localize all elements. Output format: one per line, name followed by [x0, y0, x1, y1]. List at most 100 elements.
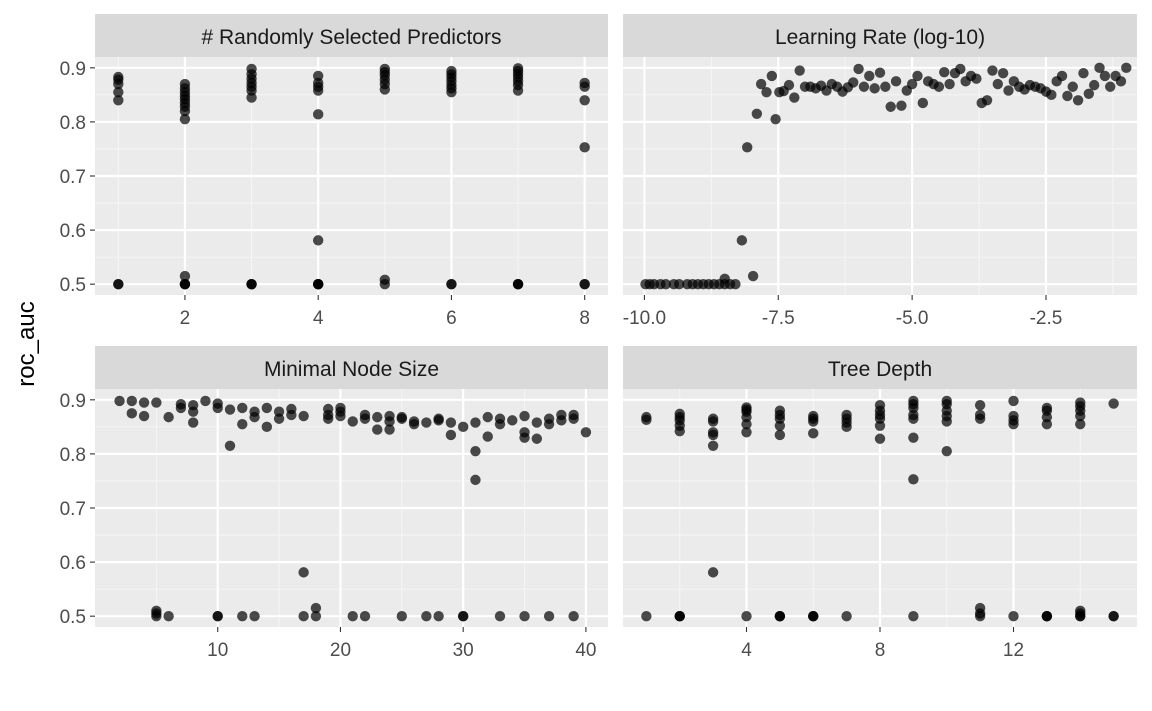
- data-point-predictors: [579, 142, 590, 153]
- x-axis-learning-rate: -10.0 -7.5 -5.0 -2.5: [623, 295, 1062, 329]
- data-point-tree-depth: [808, 410, 819, 422]
- data-point-tree-depth: [1108, 398, 1119, 409]
- data-point-node-size: [457, 421, 469, 433]
- y-tick-label: 0.9: [60, 391, 86, 412]
- data-point-tree-depth: [941, 395, 952, 407]
- data-point-node-size: [359, 610, 371, 622]
- data-point-learning-rate: [747, 270, 759, 282]
- data-point-node-size: [470, 446, 481, 457]
- data-point-tree-depth: [674, 408, 685, 420]
- data-point-learning-rate: [1105, 81, 1116, 92]
- data-point-tree-depth: [1041, 610, 1053, 622]
- data-point-node-size: [187, 417, 199, 428]
- data-point-tree-depth: [641, 411, 652, 423]
- data-point-tree-depth: [874, 433, 886, 444]
- data-point-learning-rate: [789, 92, 800, 103]
- data-point-tree-depth: [808, 428, 819, 439]
- data-point-tree-depth: [1075, 397, 1086, 408]
- data-point-learning-rate: [971, 73, 982, 84]
- data-point-tree-depth: [974, 409, 986, 421]
- data-point-learning-rate: [864, 70, 875, 82]
- data-point-node-size: [482, 411, 493, 423]
- y-tick-label: 0.8: [60, 445, 86, 466]
- data-point-tree-depth: [974, 602, 986, 614]
- data-point-tree-depth: [774, 429, 786, 441]
- data-point-learning-rate: [766, 70, 778, 82]
- x-tick-label: 4: [313, 308, 324, 329]
- data-point-node-size: [261, 421, 273, 433]
- data-point-predictors: [579, 95, 590, 106]
- data-point-predictors: [179, 78, 191, 90]
- data-point-node-size: [151, 605, 162, 616]
- y-tick-label: 0.5: [60, 607, 86, 628]
- data-point-tree-depth: [1075, 418, 1086, 430]
- data-point-learning-rate: [906, 78, 918, 90]
- data-point-node-size: [519, 427, 530, 438]
- data-point-tree-depth: [841, 610, 852, 622]
- data-point-node-size: [249, 610, 260, 622]
- data-point-node-size: [175, 398, 187, 410]
- data-point-learning-rate: [880, 81, 891, 92]
- data-point-predictors: [379, 63, 391, 75]
- data-point-node-size: [556, 409, 567, 421]
- data-point-node-size: [163, 411, 174, 423]
- data-point-predictors: [312, 70, 324, 82]
- data-point-predictors: [579, 278, 590, 290]
- facet-title-node-size: Minimal Node Size: [264, 358, 439, 381]
- data-point-node-size: [433, 413, 444, 424]
- data-point-node-size: [298, 567, 309, 578]
- data-point-node-size: [482, 431, 493, 442]
- data-point-node-size: [286, 403, 297, 415]
- data-point-node-size: [335, 402, 346, 414]
- data-points-tree-depth: [641, 395, 1119, 622]
- data-point-learning-rate: [770, 114, 781, 125]
- facet-panel-tree-depth: Tree Depth 4 8 12: [623, 346, 1137, 661]
- data-point-predictors: [113, 278, 124, 290]
- data-point-tree-depth: [641, 610, 652, 622]
- grid-lines-tree-depth: [623, 389, 1137, 627]
- data-point-node-size: [494, 610, 506, 622]
- facet-title-predictors: # Randomly Selected Predictors: [202, 26, 502, 49]
- data-point-node-size: [568, 409, 579, 421]
- x-tick-label: 40: [575, 640, 596, 661]
- data-point-node-size: [359, 409, 371, 421]
- data-point-learning-rate: [1062, 90, 1073, 102]
- data-point-tree-depth: [874, 400, 886, 411]
- data-point-tree-depth: [974, 400, 986, 411]
- data-points-predictors: [113, 63, 590, 290]
- data-point-learning-rate: [736, 235, 748, 246]
- data-point-learning-rate: [761, 86, 772, 98]
- data-point-node-size: [543, 413, 555, 424]
- data-point-node-size: [298, 610, 309, 622]
- data-point-predictors: [379, 274, 391, 286]
- data-point-node-size: [151, 397, 162, 408]
- data-point-learning-rate: [848, 77, 859, 88]
- data-point-predictors: [246, 278, 257, 290]
- x-tick-label: 2: [180, 308, 191, 329]
- y-tick-label: 0.6: [60, 221, 86, 242]
- data-point-predictors: [446, 65, 457, 77]
- data-point-node-size: [445, 417, 457, 428]
- data-point-node-size: [421, 417, 432, 428]
- data-point-predictors: [113, 86, 124, 98]
- data-point-node-size: [187, 400, 199, 411]
- data-point-predictors: [312, 278, 324, 290]
- data-point-learning-rate: [933, 81, 945, 92]
- data-point-tree-depth: [707, 427, 719, 438]
- data-point-node-size: [138, 397, 150, 408]
- data-point-node-size: [372, 424, 383, 435]
- data-point-tree-depth: [774, 610, 786, 622]
- data-point-learning-rate: [981, 95, 993, 106]
- data-point-learning-rate: [997, 68, 1009, 79]
- data-point-learning-rate: [1003, 85, 1014, 96]
- facet-panel-learning-rate: Learning Rate (log-10) -10.0 -7.5 -5.0 -2.5: [623, 14, 1137, 329]
- data-point-node-size: [384, 410, 395, 422]
- data-points-node-size: [114, 395, 592, 622]
- data-point-learning-rate: [955, 63, 966, 75]
- data-point-predictors: [246, 63, 257, 75]
- data-point-node-size: [457, 610, 469, 622]
- data-point-node-size: [237, 610, 248, 622]
- data-point-node-size: [298, 410, 309, 422]
- data-point-learning-rate: [853, 63, 864, 75]
- data-point-learning-rate: [751, 108, 763, 120]
